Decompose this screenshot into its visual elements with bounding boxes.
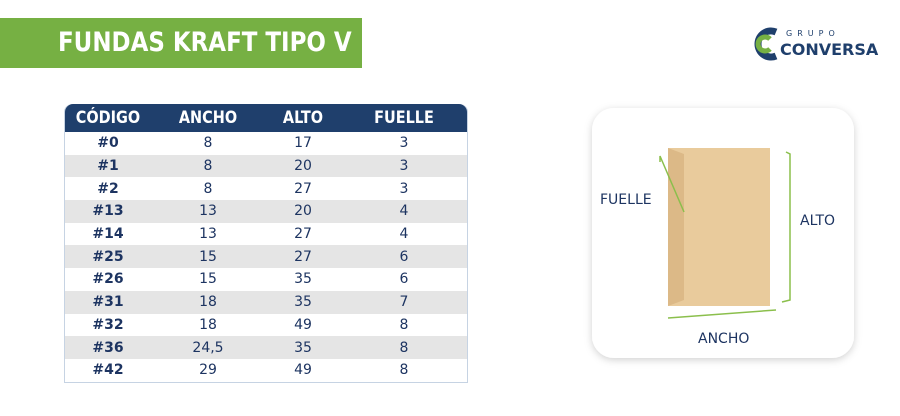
table-cell: 20	[294, 203, 312, 220]
table-cell: 8	[203, 158, 213, 175]
table-cell: 49	[294, 316, 312, 333]
table-cell: #2	[97, 180, 119, 197]
column-header: CÓDIGO	[75, 108, 141, 128]
table-cell: #14	[92, 226, 124, 243]
title-banner: FUNDAS KRAFT TIPO V	[0, 18, 362, 68]
table-cell: 8	[399, 339, 409, 356]
table-cell: 27	[294, 248, 312, 265]
table-cell: 17	[294, 135, 312, 152]
ancho-line	[667, 309, 777, 319]
table-cell: #26	[92, 271, 124, 288]
table-cell: 18	[199, 294, 217, 311]
table-cell: 27	[294, 226, 312, 243]
table-cell: #0	[97, 135, 119, 152]
table-cell: #1	[97, 158, 119, 175]
table-cell: 6	[399, 248, 409, 265]
table-cell: 13	[199, 203, 217, 220]
table-body: #0 8 17 3 #1 8 20 3 #2 8 27 3 #13 13 20 4 #14 13 27 4 #25 15 2…	[65, 132, 467, 382]
ancho-label: ANCHO	[698, 331, 749, 347]
table-row: #32 18 49 8	[65, 314, 467, 337]
table-cell: 8	[399, 362, 409, 379]
table-cell: 35	[294, 339, 312, 356]
table-cell: 8	[203, 135, 213, 152]
logo-tagline: GRUPO	[786, 29, 840, 38]
table-row: #42 29 49 8	[65, 359, 467, 382]
table-cell: 7	[399, 294, 409, 311]
table-cell: #36	[92, 339, 124, 356]
table-cell: 27	[294, 180, 312, 197]
table-cell: 35	[294, 271, 312, 288]
table-cell: 3	[399, 135, 409, 152]
table-row: #0 8 17 3	[65, 132, 467, 155]
table-row: #36 24,5 35 8	[65, 336, 467, 359]
fuelle-label: FUELLE	[600, 192, 652, 208]
table-row: #2 8 27 3	[65, 177, 467, 200]
fuelle-line	[659, 155, 685, 213]
table-cell: #32	[92, 316, 124, 333]
table-cell: 6	[399, 271, 409, 288]
alto-label: ALTO	[800, 213, 835, 229]
column-header: ANCHO	[178, 108, 238, 128]
title: FUNDAS KRAFT TIPO V	[58, 27, 352, 58]
logo-name: CONVERSA	[780, 40, 879, 59]
column-header: FUELLE	[374, 108, 434, 128]
table-cell: 8	[399, 316, 409, 333]
table-cell: 4	[399, 203, 409, 220]
bag-gusset	[668, 148, 684, 306]
logo: GRUPO CONVERSA	[754, 27, 879, 61]
table-cell: 13	[199, 226, 217, 243]
table-cell: 29	[199, 362, 217, 379]
table-cell: 35	[294, 294, 312, 311]
table-cell: #42	[92, 362, 124, 379]
alto-line	[781, 151, 791, 303]
table-row: #25 15 27 6	[65, 245, 467, 269]
column-header: ALTO	[282, 108, 324, 128]
logo-mark-inner	[755, 34, 772, 54]
table-row: #26 15 35 6	[65, 268, 467, 291]
table-row: #1 8 20 3	[65, 154, 467, 178]
table-cell: 49	[294, 362, 312, 379]
table-cell: 4	[399, 226, 409, 243]
table-cell: 18	[199, 316, 217, 333]
table-header: CÓDIGO ANCHO ALTO FUELLE	[65, 104, 467, 132]
size-table: CÓDIGO ANCHO ALTO FUELLE #0 8 17 3 #1 8 20 3 #2 8 27 3…	[64, 104, 468, 383]
table-cell: #31	[92, 294, 124, 311]
table-cell: 15	[199, 248, 217, 265]
table-row: #13 13 20 4	[65, 200, 467, 223]
table-cell: 24,5	[192, 339, 224, 356]
table-cell: 20	[294, 158, 312, 175]
table-cell: #25	[92, 248, 124, 265]
table-cell: #13	[92, 203, 124, 220]
table-cell: 15	[199, 271, 217, 288]
table-row: #14 13 27 4	[65, 223, 467, 246]
table-cell: 8	[203, 180, 213, 197]
table-row: #31 18 35 7	[65, 290, 467, 314]
table-cell: 3	[399, 158, 409, 175]
table-cell: 3	[399, 180, 409, 197]
bag	[668, 148, 770, 306]
bag-diagram: FUELLE ALTO ANCHO	[592, 108, 854, 358]
